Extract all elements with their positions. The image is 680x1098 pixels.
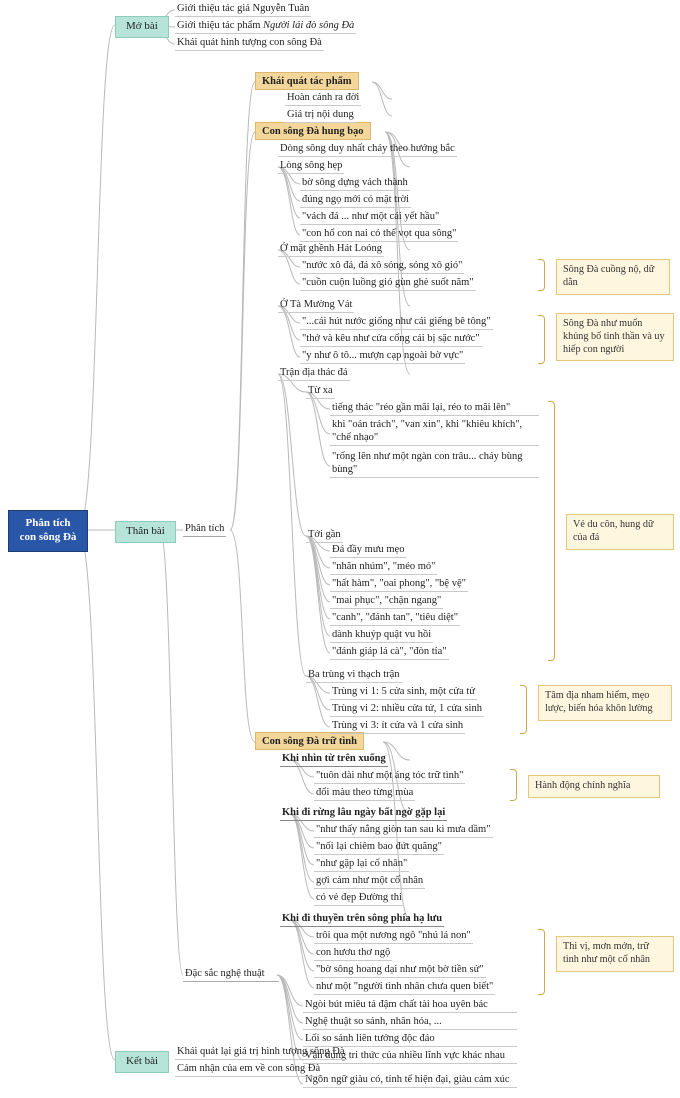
dt-a: trôi qua một nương ngô "nhú lá non" <box>314 929 473 944</box>
hdr-trutinh: Con sông Đà trữ tình <box>255 732 364 750</box>
note-n4: Tâm địa nham hiểm, mẹo lược, biến hóa kh… <box>538 685 672 721</box>
khq-a: Hoàn cảnh ra đời <box>285 91 361 106</box>
note-n1: Sông Đà cuồng nộ, dữ dằn <box>556 259 670 295</box>
hb-trandia: Trận địa thác đá <box>278 366 350 381</box>
td-tuxa: Từ xa <box>306 384 335 399</box>
ls-d: "con hổ con nai có thể vọt qua sông" <box>300 227 458 242</box>
td-toigan: Tới gần <box>306 528 343 543</box>
bt-c: Trùng vi 3: ít cửa và 1 cửa sinh <box>330 719 465 734</box>
hl-a: "nước xô đá, đá xô sóng, sóng xô gió" <box>300 259 464 274</box>
bt-b: Trùng vi 2: nhiều cửa tử, 1 cửa sinh <box>330 702 484 717</box>
dacsac-label: Đặc sắc nghệ thuật <box>183 967 279 982</box>
tm-c: "y như ô tô... mượn cạp ngoài bờ vực" <box>300 349 465 364</box>
hdr-khq: Khái quát tác phẩm <box>255 72 359 90</box>
hb-longsong: Lòng sông hẹp <box>278 159 344 174</box>
tg-b: "nhăn nhúm", "méo mó" <box>330 560 437 575</box>
mobai-b-italic: Người lái đò sông Đà <box>263 20 354 31</box>
dr-b: "nối lại chiêm bao đứt quãng" <box>314 840 444 855</box>
root-line2: con sông Đà <box>20 531 77 543</box>
bracket-n4 <box>520 685 527 734</box>
section-mobai: Mở bài <box>115 16 169 38</box>
mobai-b-pre: Giới thiệu tác phẩm <box>177 20 263 31</box>
tg-c: "hất hàm", "oai phong", "bệ vệ" <box>330 577 468 592</box>
khq-b: Giá trị nội dung <box>285 108 356 123</box>
dr-a: "như thấy nắng giòn tan sau kì mưa dầm" <box>314 823 493 838</box>
tg-a: Đá đầy mưu mẹo <box>330 543 406 558</box>
ls-c: "vách đá ... như một cái yết hầu" <box>300 210 441 225</box>
ls-a: bờ sông dựng vách thành <box>300 176 410 191</box>
nh-a: "tuôn dài như một áng tóc trữ tình" <box>314 769 465 784</box>
bracket-n6 <box>538 929 545 995</box>
root-line1: Phân tích <box>26 517 71 529</box>
hl-b: "cuồn cuộn luồng gió gùn ghè suốt năm" <box>300 276 476 291</box>
ls-b: đúng ngọ mới có mặt trời <box>300 193 411 208</box>
dt-d: như một "người tình nhân chưa quen biết" <box>314 980 495 995</box>
mobai-a: Giới thiệu tác giả Nguyễn Tuân <box>175 2 311 17</box>
hb-hatloong: Ở mặt ghềnh Hát Loóng <box>278 242 384 257</box>
ds-a: Ngòi bút miêu tả đậm chất tài hoa uyên b… <box>303 998 517 1013</box>
hdr-hungbao: Con sông Đà hung bạo <box>255 122 371 140</box>
mobai-b: Giới thiệu tác phẩm Người lái đò sông Đà <box>175 19 356 34</box>
mindmap-canvas: { "root": { "line1": "Phân tích", "line2… <box>0 0 680 1098</box>
dr-c: "như gặp lại cố nhân" <box>314 857 409 872</box>
tg-d: "mai phục", "chặn ngang" <box>330 594 443 609</box>
bt-a: Trùng vi 1: 5 cửa sinh, một cửa tử <box>330 685 477 700</box>
bracket-n3 <box>548 401 555 661</box>
tm-a: "...cái hút nước giống như cái giếng bê … <box>300 315 493 330</box>
tx-c: "rống lên như một ngàn con trâu... cháy … <box>330 450 539 478</box>
kb-b: Cảm nhận của em về con sông Đà <box>175 1062 322 1077</box>
tt-dirung: Khi đi rừng lâu ngày bất ngờ gặp lại <box>280 806 447 821</box>
dr-e: có vẻ đẹp Đường thi <box>314 891 404 906</box>
dt-c: "bờ sông hoang dại như một bờ tiền sử" <box>314 963 486 978</box>
ds-e: Ngôn ngữ giàu có, tính tế hiện đại, giàu… <box>303 1073 517 1088</box>
phantich-label: Phân tích <box>183 522 226 537</box>
section-thanbai: Thân bài <box>115 521 176 543</box>
tx-b: khi "oán trách", "van xin", khi "khiêu k… <box>330 418 539 446</box>
tt-dithuyen: Khi đi thuyền trên sông phía hạ lưu <box>280 912 444 927</box>
bracket-n1 <box>538 259 545 291</box>
dt-b: con hươu thơ ngộ <box>314 946 392 961</box>
note-n6: Thi vị, mơn mởn, trữ tình như một cố nhâ… <box>556 936 674 972</box>
note-n5: Hành động chính nghĩa <box>528 775 660 798</box>
tg-f: dành khuýp quật vu hồi <box>330 628 433 643</box>
tx-a: tiếng thác "réo gần mãi lại, réo to mãi … <box>330 401 539 416</box>
ds-b: Nghệ thuật so sánh, nhân hóa, ... <box>303 1015 517 1030</box>
hb-dongsong: Dòng sông duy nhất chảy theo hướng bắc <box>278 142 457 157</box>
nh-b: đổi màu theo từng mùa <box>314 786 415 801</box>
dr-d: gợi cảm như một cổ nhân <box>314 874 425 889</box>
bracket-n5 <box>510 769 517 801</box>
tg-g: "đánh giáp lá cà", "đòn tỉa" <box>330 645 449 660</box>
root-node: Phân tích con sông Đà <box>8 510 88 552</box>
note-n3: Vẻ du côn, hung dữ của đá <box>566 514 674 550</box>
td-batrung: Ba trùng vi thạch trận <box>306 668 402 683</box>
kb-a: Khái quát lại giá trị hình tượng sông Đà <box>175 1045 347 1060</box>
hb-tamuong: Ở Tà Mường Vát <box>278 298 354 313</box>
tt-nhin: Khi nhìn từ trên xuống <box>280 752 388 767</box>
tm-b: "thở và kêu như cửa cống cái bị sặc nước… <box>300 332 482 347</box>
bracket-n2 <box>538 315 545 364</box>
section-ketbai: Kết bài <box>115 1051 169 1073</box>
mobai-c: Khái quát hình tượng con sông Đà <box>175 36 324 51</box>
note-n2: Sông Đà như muốn khủng bố tinh thần và u… <box>556 313 674 361</box>
tg-e: "canh", "đánh tan", "tiêu diệt" <box>330 611 460 626</box>
